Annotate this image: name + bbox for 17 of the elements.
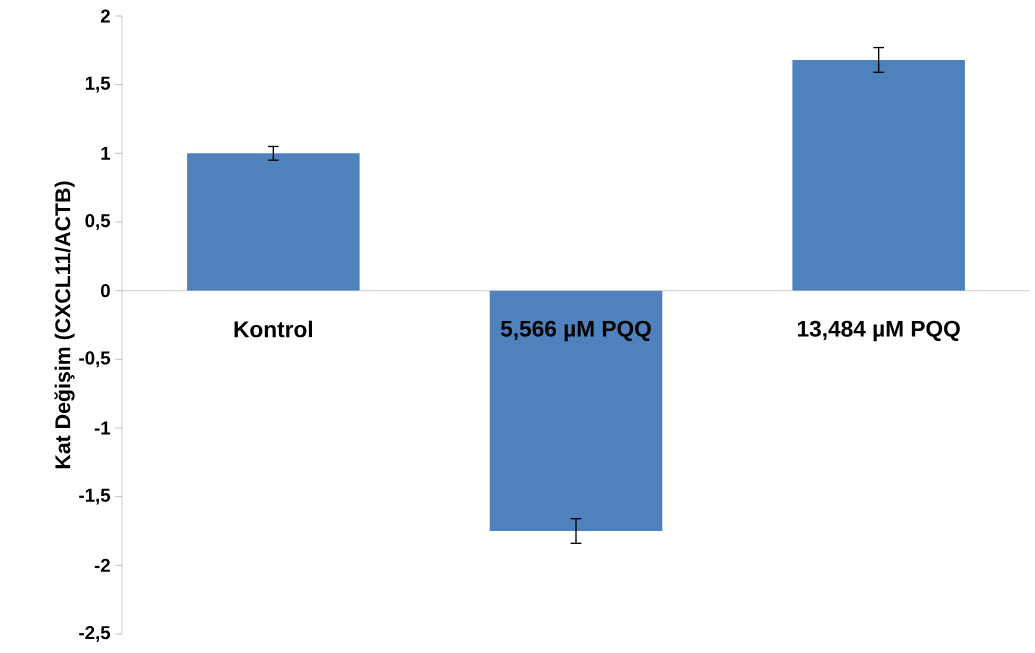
y-axis-title: Kat Değişim (CXCL11/ACTB)	[54, 181, 75, 469]
y-tick-label: -1	[94, 421, 111, 435]
y-tick-label: -1,5	[79, 488, 111, 505]
y-tick-label: 2	[100, 9, 110, 23]
y-tick-label: 0	[100, 284, 110, 298]
y-tick-label: 1	[101, 146, 111, 160]
y-tick-label: 1,5	[85, 76, 111, 93]
y-tick-label: -2,5	[79, 626, 111, 642]
y-tick-label: -2	[94, 558, 110, 572]
y-tick-label: -0,5	[79, 351, 111, 368]
x-tick-label: 13,484 µM PQQ	[797, 320, 960, 342]
bar	[187, 153, 360, 291]
bar	[489, 290, 663, 531]
x-tick-label: Kontrol	[234, 320, 313, 338]
y-tick-label: 0,5	[85, 214, 111, 230]
x-tick-label: 5,566 µM PQQ	[500, 320, 651, 342]
bar	[792, 59, 965, 291]
